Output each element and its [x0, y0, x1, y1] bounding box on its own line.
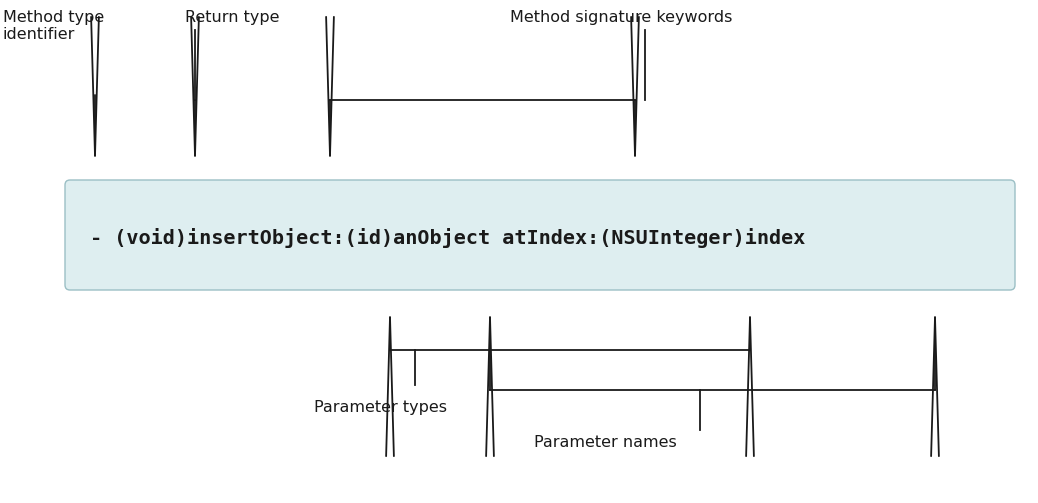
- Text: Method type
identifier: Method type identifier: [3, 10, 104, 42]
- Text: Method signature keywords: Method signature keywords: [510, 10, 733, 25]
- Text: Return type: Return type: [185, 10, 279, 25]
- FancyBboxPatch shape: [65, 180, 1015, 290]
- Text: Parameter names: Parameter names: [534, 435, 677, 450]
- Text: Parameter types: Parameter types: [313, 400, 446, 415]
- Text: - (void)insertObject:(id)anObject atIndex:(NSUInteger)index: - (void)insertObject:(id)anObject atInde…: [90, 228, 805, 248]
